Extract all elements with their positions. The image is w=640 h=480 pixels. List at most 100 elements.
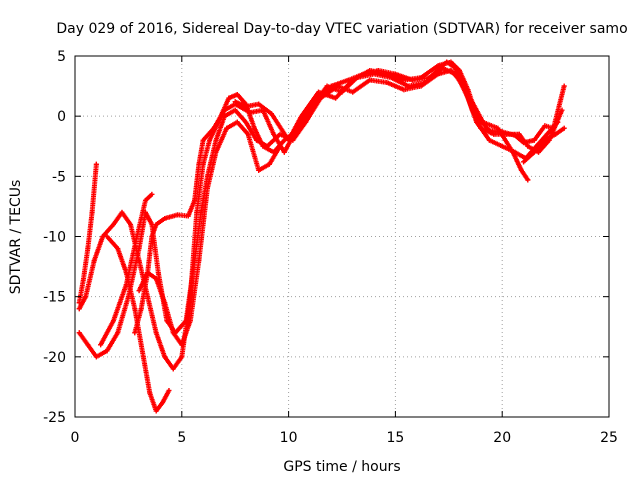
data-point [405, 83, 411, 89]
data-point [286, 137, 292, 143]
data-point [93, 354, 99, 360]
data-point [162, 300, 168, 306]
data-point [110, 318, 116, 324]
data-point [123, 282, 129, 288]
data-point [140, 354, 146, 360]
data-point [76, 306, 82, 312]
x-tick-labels: 0 5 10 15 20 25 [71, 430, 618, 446]
y-tick-label: -10 [43, 230, 66, 246]
data-point [138, 306, 144, 312]
data-point [271, 131, 277, 137]
data-point [367, 67, 373, 73]
data-point [115, 330, 121, 336]
data-point [542, 137, 548, 143]
data-point [224, 125, 230, 131]
data-point [245, 131, 251, 137]
data-point [81, 276, 87, 282]
data-point [147, 390, 153, 396]
data-point [542, 123, 548, 129]
series-trace-8 [232, 59, 567, 146]
data-point [525, 143, 531, 149]
x-axis-label: GPS time / hours [283, 459, 400, 475]
data-point [531, 137, 537, 143]
data-point [149, 221, 155, 227]
data-point [170, 330, 176, 336]
tick-marks [74, 55, 610, 418]
y-tick-label: -25 [43, 410, 66, 426]
data-point [91, 258, 97, 264]
data-point [153, 408, 159, 414]
data-point [160, 400, 166, 406]
data-point [196, 161, 202, 167]
data-point [298, 113, 304, 119]
data-point [518, 167, 524, 173]
data-point [254, 137, 260, 143]
data-point [243, 104, 249, 110]
data-point [207, 137, 213, 143]
data-point [128, 221, 134, 227]
data-point [232, 99, 238, 105]
x-tick-label: 0 [71, 430, 80, 446]
data-point [401, 87, 407, 93]
data-point [162, 354, 168, 360]
data-point [474, 113, 480, 119]
data-point [384, 79, 390, 85]
data-point [251, 125, 257, 131]
data-point [183, 318, 189, 324]
data-point [335, 83, 341, 89]
data-point [145, 270, 151, 276]
data-point [149, 191, 155, 197]
data-point [153, 276, 159, 282]
data-point [119, 209, 125, 215]
data-point [166, 388, 172, 394]
x-tick-label: 15 [386, 430, 404, 446]
data-point [367, 77, 373, 83]
data-point [200, 161, 206, 167]
data-point [350, 77, 356, 83]
data-point [179, 354, 185, 360]
data-point [110, 221, 116, 227]
data-point [371, 71, 377, 77]
series-trace-4 [104, 234, 172, 414]
series-layer [76, 59, 567, 414]
data-point [153, 221, 159, 227]
data-point [521, 159, 527, 165]
data-point [85, 246, 91, 252]
data-point [452, 71, 458, 77]
data-point [561, 83, 567, 89]
data-point [222, 107, 228, 113]
data-point [474, 119, 480, 125]
data-point [89, 209, 95, 215]
x-tick-label: 20 [493, 430, 511, 446]
data-point [234, 92, 240, 98]
data-point [234, 119, 240, 125]
data-point [226, 95, 232, 101]
data-point [200, 137, 206, 143]
data-point [307, 107, 313, 113]
chart-title: Day 029 of 2016, Sidereal Day-to-day VTE… [56, 21, 627, 37]
data-point [153, 330, 159, 336]
series-trace-9 [521, 125, 567, 165]
data-point [83, 294, 89, 300]
data-point [499, 143, 505, 149]
y-axis-label: SDTVAR / TECUs [8, 180, 24, 295]
data-point [104, 348, 110, 354]
data-point [204, 185, 210, 191]
data-point [266, 161, 272, 167]
data-point [213, 137, 219, 143]
data-point [521, 140, 527, 146]
data-point [149, 234, 155, 239]
data-point [277, 131, 283, 137]
data-point [448, 59, 454, 65]
data-point [132, 330, 138, 336]
x-tick-label: 5 [177, 430, 186, 446]
data-point [418, 83, 424, 89]
data-point [192, 197, 198, 203]
data-point [196, 258, 202, 264]
y-tick-label: 5 [57, 49, 66, 65]
data-point [85, 342, 91, 348]
data-point [435, 63, 441, 69]
data-point [136, 288, 142, 294]
